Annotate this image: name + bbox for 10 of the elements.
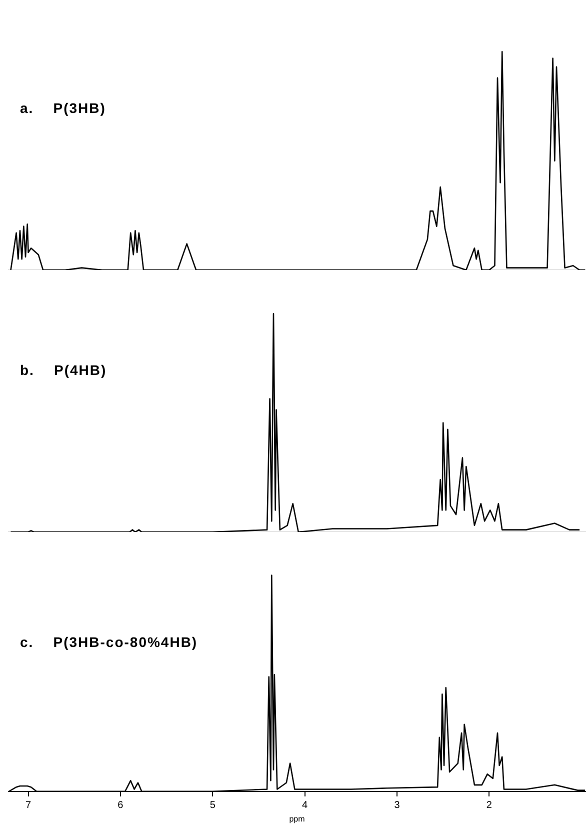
x-tick-label: 7 bbox=[26, 800, 32, 812]
text: c. P(3HB-co-80%4HB) bbox=[20, 634, 198, 650]
x-tick-label: 5 bbox=[210, 800, 216, 812]
x-tick-label: 4 bbox=[302, 800, 308, 812]
text: a. P(3HB) bbox=[20, 100, 106, 116]
x-axis-title: ppm bbox=[289, 814, 306, 824]
text: b. P(4HB) bbox=[20, 362, 107, 378]
x-tick-label: 6 bbox=[118, 800, 124, 812]
x-tick-label: 3 bbox=[394, 800, 400, 812]
x-tick-label: 2 bbox=[486, 800, 492, 812]
